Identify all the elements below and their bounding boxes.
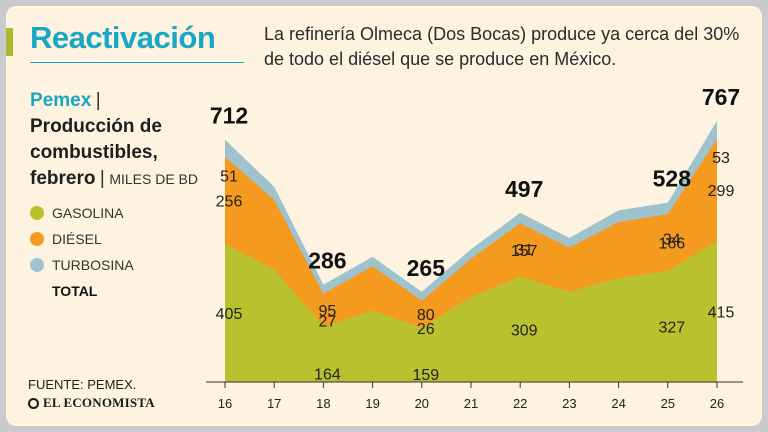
data-label: 95 <box>319 303 337 320</box>
publisher-logo: EL ECONOMISTA <box>28 395 155 411</box>
legend-block: Pemex | Producción de combustibles, febr… <box>30 88 220 304</box>
data-label: 31 <box>515 242 533 259</box>
x-tick-label: 26 <box>710 396 724 411</box>
page-title: Reactivación <box>30 20 216 55</box>
data-label: 80 <box>417 307 435 324</box>
legend-label: DIÉSEL <box>52 231 102 247</box>
total-label: 767 <box>702 84 740 110</box>
legend-label: TOTAL <box>52 283 98 299</box>
data-label: 51 <box>220 169 238 186</box>
total-label: 528 <box>653 166 692 192</box>
title-accent-bar <box>6 28 13 56</box>
legend-item-gasolina: GASOLINA <box>30 200 220 226</box>
data-label: 27 <box>319 314 337 331</box>
data-label: 256 <box>216 194 243 211</box>
stacked-area-chart: 16 17 18 19 20 21 22 23 24 25 26 405 164 159 309 327 415… <box>206 84 743 411</box>
area-gasolina <box>225 240 717 382</box>
x-tick-label: 16 <box>218 396 232 411</box>
data-label: 309 <box>511 322 538 339</box>
data-label: 164 <box>314 367 341 384</box>
total-label: 497 <box>505 176 543 202</box>
publisher-mark-icon <box>28 397 39 409</box>
turbosina-swatch <box>30 258 44 272</box>
x-tick-label: 18 <box>316 396 330 411</box>
x-tick-label: 23 <box>562 396 576 411</box>
title-separator: | <box>95 90 101 111</box>
x-tick-label: 22 <box>513 396 527 411</box>
x-tick-label: 19 <box>365 396 379 411</box>
publisher-name: EL ECONOMISTA <box>43 395 155 410</box>
x-tick-label: 24 <box>611 396 625 411</box>
x-tick-label: 20 <box>415 396 429 411</box>
data-label: 166 <box>658 235 685 252</box>
data-label: 53 <box>712 150 730 167</box>
data-label: 26 <box>417 321 435 338</box>
x-tick-label: 25 <box>661 396 675 411</box>
x-tick-label: 21 <box>464 396 478 411</box>
legend-label: TURBOSINA <box>52 257 134 273</box>
gasolina-swatch <box>30 206 44 220</box>
data-label: 327 <box>658 319 685 336</box>
x-tick-label: 17 <box>267 396 281 411</box>
data-label: 34 <box>663 232 681 249</box>
units-label: MILES DE BD <box>109 171 199 187</box>
data-label: 415 <box>708 304 735 321</box>
total-label: 265 <box>407 255 446 281</box>
units-separator: | <box>99 168 105 189</box>
data-label: 159 <box>412 367 439 384</box>
data-label: 405 <box>216 306 243 323</box>
infographic-card: Reactivación La refinería Olmeca (Dos Bo… <box>6 6 762 426</box>
page-subtitle: La refinería Olmeca (Dos Bocas) produce … <box>264 24 740 69</box>
chart-title: Producción de combustibles, febrero <box>30 116 162 189</box>
source-note: FUENTE: PEMEX. <box>28 377 137 392</box>
data-label: 157 <box>511 243 538 260</box>
legend-item-total: TOTAL <box>30 278 220 304</box>
legend-label: GASOLINA <box>52 205 124 221</box>
legend-item-turbosina: TURBOSINA <box>30 252 220 278</box>
data-label: 299 <box>708 183 735 200</box>
chart-title-block: Pemex | Producción de combustibles, febr… <box>30 88 220 192</box>
total-label: 712 <box>210 103 248 129</box>
legend-item-diesel: DIÉSEL <box>30 226 220 252</box>
total-label: 286 <box>308 248 346 274</box>
title-underline <box>30 62 244 63</box>
diesel-swatch <box>30 232 44 246</box>
data-source-name: Pemex <box>30 90 92 111</box>
